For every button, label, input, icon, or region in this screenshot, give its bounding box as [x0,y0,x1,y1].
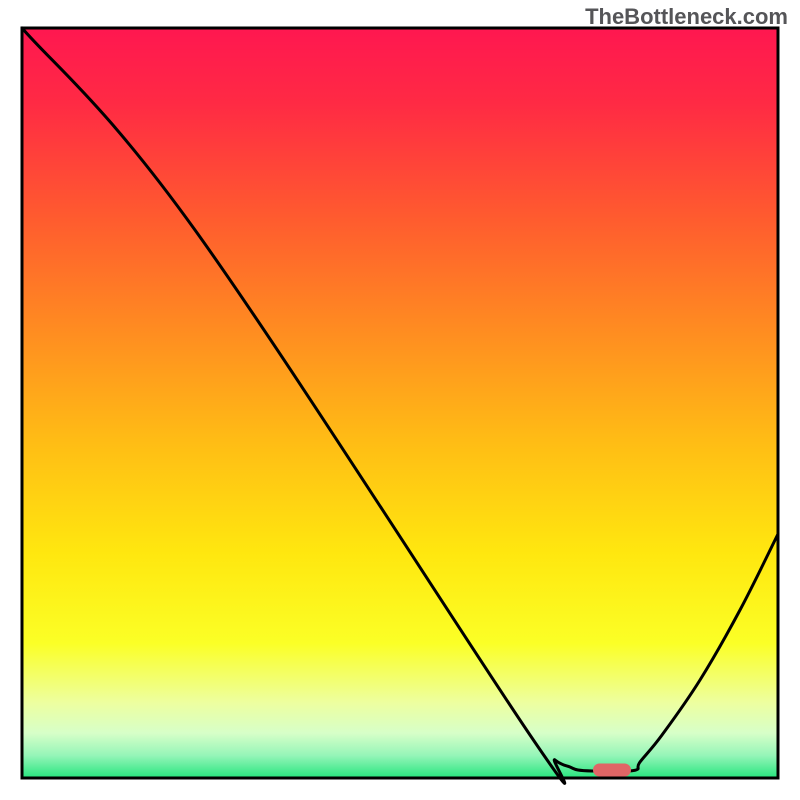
watermark-text: TheBottleneck.com [585,4,788,30]
optimal-marker [593,764,631,777]
gradient-background [22,28,778,778]
chart-svg [0,0,800,800]
bottleneck-chart: TheBottleneck.com [0,0,800,800]
